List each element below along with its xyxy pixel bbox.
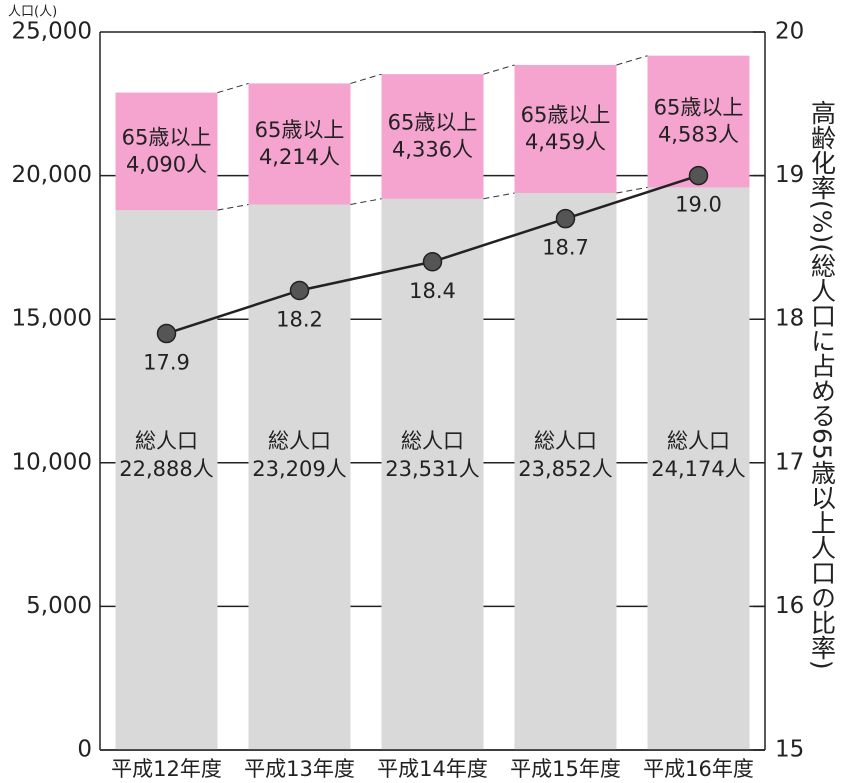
x-tick-label: 平成13年度: [244, 757, 355, 781]
bar-elderly: [248, 83, 351, 205]
rate-marker: [688, 165, 709, 186]
bar-value-label: 4,214人: [259, 145, 340, 169]
x-tick-label: 平成14年度: [377, 757, 488, 781]
connector: [483, 64, 515, 75]
bar-label: 総人口: [401, 429, 464, 453]
y-tick-label: 10,000: [12, 449, 92, 475]
rate-marker: [289, 280, 310, 301]
connector: [616, 186, 648, 194]
connector: [616, 55, 648, 66]
bar-value-label: 24,174人: [651, 457, 745, 481]
bar-value-label: 23,209人: [252, 457, 346, 481]
y-tick-label: 15,000: [12, 306, 92, 332]
bar-label: 総人口: [135, 429, 198, 453]
rate-value-label: 18.4: [409, 279, 456, 303]
bar-label: 65歳以上: [388, 110, 478, 134]
rate-value-label: 18.2: [276, 307, 323, 331]
bar-label: 65歳以上: [255, 118, 345, 142]
y2-tick-label: 15: [775, 737, 804, 763]
bar-label: 65歳以上: [122, 125, 212, 149]
y2-tick-label: 19: [775, 162, 804, 188]
bar-elderly: [115, 92, 218, 211]
bar-elderly: [381, 74, 484, 199]
bar-elderly: [514, 64, 617, 194]
bar-value-label: 4,583人: [658, 123, 739, 147]
x-tick-label: 平成12年度: [111, 757, 222, 781]
bar-value-label: 4,090人: [126, 152, 207, 176]
y-tick-label: 20,000: [12, 162, 92, 188]
y2-tick-label: 16: [775, 593, 804, 619]
bar-value-label: 22,888人: [119, 457, 213, 481]
bar-label: 総人口: [268, 429, 331, 453]
rate-value-label: 17.9: [143, 351, 190, 375]
x-tick-label: 平成16年度: [643, 757, 754, 781]
y2-axis-label: 高齢化率(%)(総人口に占める65歳以上人口の比率): [808, 100, 837, 670]
rate-marker: [555, 208, 576, 229]
y-axis-label: 人口(人): [8, 5, 57, 20]
bar-label: 65歳以上: [654, 96, 744, 120]
bar-value-label: 4,459人: [525, 130, 606, 154]
y-tick-label: 0: [77, 737, 92, 763]
bar-value-label: 4,336人: [392, 137, 473, 161]
bar-label: 総人口: [667, 429, 730, 453]
connector: [350, 73, 382, 84]
rate-value-label: 19.0: [675, 193, 722, 217]
y2-tick-label: 18: [775, 306, 804, 332]
bar-value-label: 23,852人: [518, 457, 612, 481]
rate-marker: [156, 323, 177, 344]
bar-label: 65歳以上: [521, 103, 611, 127]
y2-tick-label: 20: [775, 19, 804, 45]
x-tick-label: 平成15年度: [510, 757, 621, 781]
y2-tick-label: 17: [775, 449, 804, 475]
y-tick-label: 25,000: [12, 19, 92, 45]
connector: [483, 192, 515, 200]
y-tick-label: 5,000: [26, 593, 92, 619]
bar-value-label: 23,531人: [385, 457, 479, 481]
rate-marker: [422, 252, 443, 272]
connector: [350, 198, 382, 205]
connector: [217, 203, 249, 211]
rate-value-label: 18.7: [542, 236, 589, 260]
bar-label: 総人口: [534, 429, 597, 453]
bar-elderly: [647, 55, 750, 188]
connector: [217, 82, 249, 94]
